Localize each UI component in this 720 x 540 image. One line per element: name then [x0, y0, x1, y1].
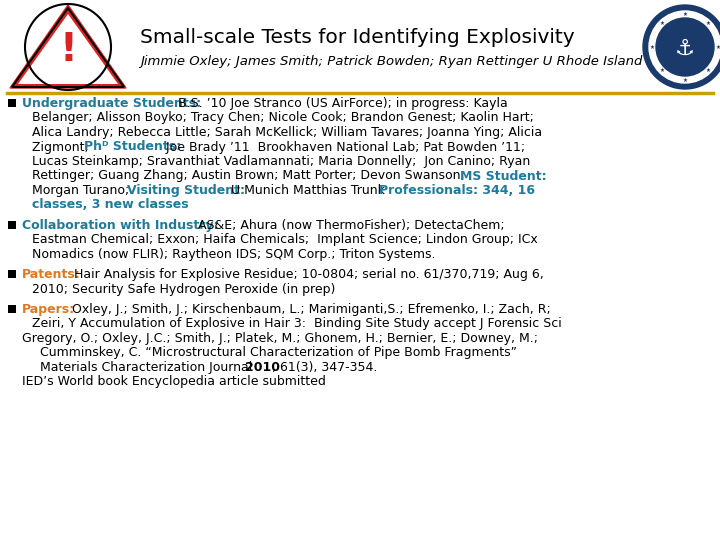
- Text: Collaboration with Industry:: Collaboration with Industry:: [22, 219, 218, 232]
- Text: Alica Landry; Rebecca Little; Sarah Mc​Kellick; William Tavares; Joanna Ying; Al: Alica Landry; Rebecca Little; Sarah Mc​K…: [32, 126, 542, 139]
- Text: AS&E; Ahura (now ThermoFisher); DetectaChem;: AS&E; Ahura (now ThermoFisher); DetectaC…: [194, 219, 505, 232]
- Text: Nomadics (now FLIR); Raytheon IDS; SQM Corp.; Triton Systems.: Nomadics (now FLIR); Raytheon IDS; SQM C…: [32, 248, 436, 261]
- Bar: [8, 221, 16, 229]
- Text: IED’s World book Encyclopedia article submitted: IED’s World book Encyclopedia article su…: [22, 375, 326, 388]
- Text: , 61(3), 347-354.: , 61(3), 347-354.: [272, 361, 377, 374]
- Text: Oxley, J.; Smith, J.; Kirschenbaum, L.; Marimiganti,​S.; Efremenko, I.; Zach, R;: Oxley, J.; Smith, J.; Kirschenbaum, L.; …: [68, 303, 551, 316]
- Text: Patents:: Patents:: [22, 268, 81, 281]
- Text: Belanger; Alisson Boyko; Tracy Chen; Nicole Cook; Brandon Genest; Kaolin Hart;: Belanger; Alisson Boyko; Tracy Chen; Nic…: [32, 111, 534, 125]
- Bar: [8, 270, 16, 278]
- Polygon shape: [10, 5, 126, 88]
- Text: Morgan Turano;: Morgan Turano;: [32, 184, 133, 197]
- Text: MS Student:: MS Student:: [460, 170, 546, 183]
- Text: ★: ★: [716, 44, 720, 50]
- Bar: [8, 305, 16, 313]
- Text: Zeiri, Y Accumulation of Explosive in Hair 3:  Binding Site Study accept J Foren: Zeiri, Y Accumulation of Explosive in Ha…: [32, 318, 562, 330]
- Text: Papers:: Papers:: [22, 303, 75, 316]
- Text: ⚓: ⚓: [675, 39, 695, 59]
- Text: 2010: 2010: [245, 361, 280, 374]
- Text: Rettinger; Guang Zhang; Austin Brown; Matt Porter; Devon Swanson;: Rettinger; Guang Zhang; Austin Brown; Ma…: [32, 170, 469, 183]
- Text: Undergraduate Students:: Undergraduate Students:: [22, 97, 201, 110]
- Text: Materials Characterization Journal: Materials Characterization Journal: [40, 361, 256, 374]
- Text: ★: ★: [660, 21, 664, 26]
- Text: ★: ★: [649, 44, 654, 50]
- Text: 2010; Security Safe Hydrogen Peroxide (in prep): 2010; Security Safe Hydrogen Peroxide (i…: [32, 282, 336, 295]
- Text: Cumminskey, C. “Microstructural Characterization of Pipe Bomb Fragments”: Cumminskey, C. “Microstructural Characte…: [40, 346, 517, 360]
- Text: ★: ★: [706, 68, 711, 73]
- Text: Gregory, O.; Oxley, J.C.; Smith, J.; Platek, M.; Ghonem, H.; Bernier, E.; Downey: Gregory, O.; Oxley, J.C.; Smith, J.; Pla…: [22, 332, 538, 345]
- Text: Jimmie Oxley; James Smith; Patrick Bowden; Ryan Rettinger U Rhode Island: Jimmie Oxley; James Smith; Patrick Bowde…: [140, 55, 642, 68]
- Text: Phᴰ Students:: Phᴰ Students:: [84, 140, 181, 153]
- Text: Professionals: 344, 16: Professionals: 344, 16: [379, 184, 535, 197]
- Text: ★: ★: [683, 11, 688, 17]
- Circle shape: [643, 5, 720, 89]
- Text: Small-scale Tests for Identifying Explosivity: Small-scale Tests for Identifying Explos…: [140, 28, 575, 47]
- Circle shape: [656, 18, 714, 76]
- Text: !: !: [59, 31, 77, 69]
- Bar: [8, 99, 16, 107]
- Text: Zigmont;: Zigmont;: [32, 140, 93, 153]
- Text: Joe Brady ’11  Brookhaven National Lab; Pat Bowden ’11;: Joe Brady ’11 Brookhaven National Lab; P…: [162, 140, 525, 153]
- Text: Lucas Steinkamp; Sravanthiat Vadlamannati; Maria Donnelly;  Jon Canino; Ryan: Lucas Steinkamp; Sravanthiat Vadlamannat…: [32, 155, 530, 168]
- Polygon shape: [18, 14, 118, 84]
- Text: Hair Analysis for Explosive Residue; 10-0804; serial no. 61/370,719; Aug 6,: Hair Analysis for Explosive Residue; 10-…: [70, 268, 544, 281]
- Text: ★: ★: [660, 68, 664, 73]
- Text: Eastman Chemical; Exxon; Haifa Chemicals;  Implant Science; Lindon Group; ICx: Eastman Chemical; Exxon; Haifa Chemicals…: [32, 233, 538, 246]
- Text: B.S. ’10 Joe Stranco (US AirForce); in progress: Kayla: B.S. ’10 Joe Stranco (US AirForce); in p…: [174, 97, 508, 110]
- Text: U Munich Matthias Trunk: U Munich Matthias Trunk: [227, 184, 389, 197]
- Text: ★: ★: [706, 21, 711, 26]
- Text: Visiting Student:: Visiting Student:: [127, 184, 245, 197]
- Text: ★: ★: [683, 78, 688, 83]
- Circle shape: [649, 11, 720, 83]
- Text: classes, 3 new classes: classes, 3 new classes: [32, 199, 189, 212]
